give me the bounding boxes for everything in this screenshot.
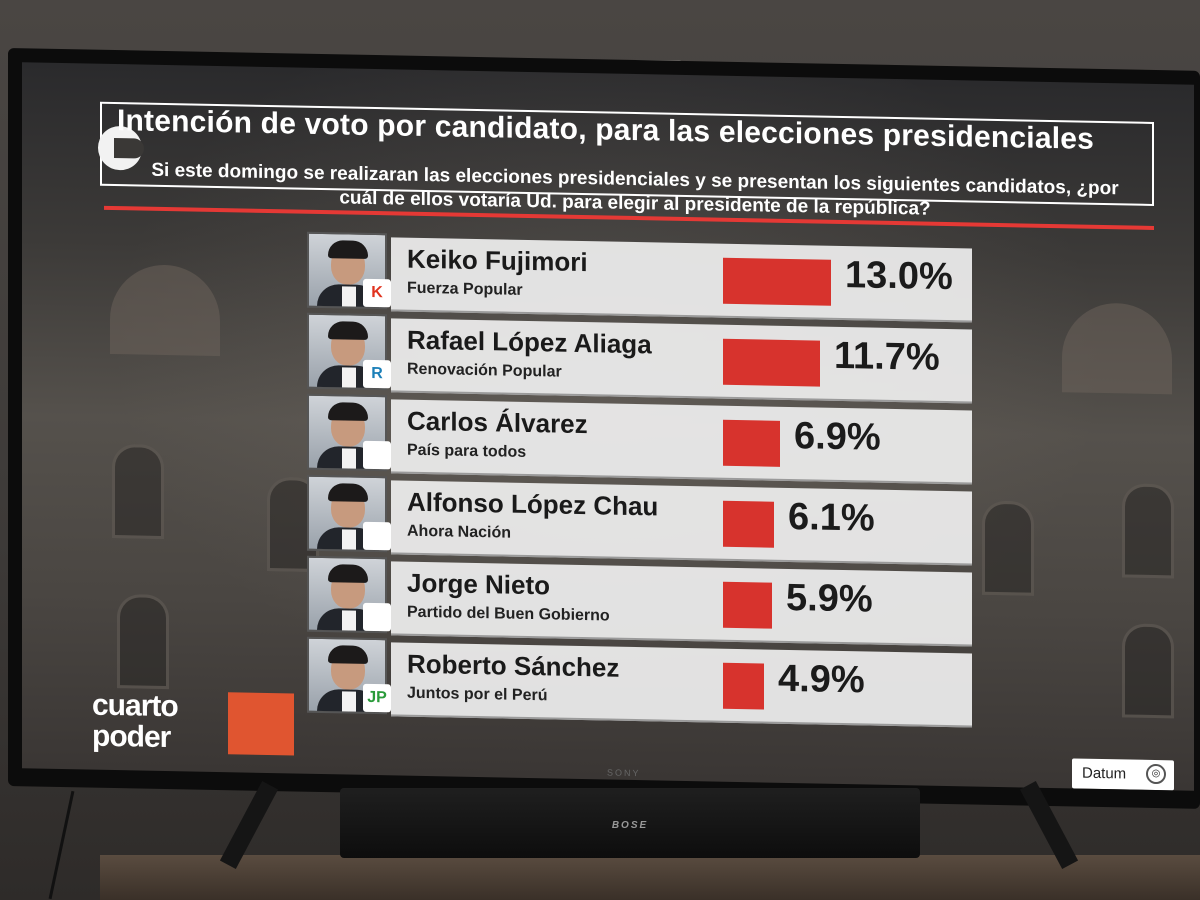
party-name: Partido del Buen Gobierno: [407, 603, 610, 625]
candidate-card: Jorge Nieto Partido del Buen Gobierno 5.9%: [391, 561, 972, 647]
logo-line-1: cuarto: [92, 688, 178, 724]
candidate-row: K Keiko Fujimori Fuerza Popular 13.0%: [307, 231, 972, 323]
vote-percentage: 6.1%: [788, 495, 875, 540]
vote-bar: [723, 419, 780, 467]
vote-percentage: 11.7%: [834, 334, 940, 379]
candidate-list: K Keiko Fujimori Fuerza Popular 13.0% R Rafae…: [307, 231, 972, 728]
party-logo-icon: [363, 521, 391, 551]
candidate-row: Carlos Álvarez País para todos 6.9%: [307, 393, 972, 485]
tv-stand-shelf: [100, 855, 1200, 900]
datum-logo: Datum ◎: [1072, 758, 1174, 791]
vote-percentage: 5.9%: [786, 576, 873, 621]
party-name: Fuerza Popular: [407, 279, 523, 299]
candidate-row: Jorge Nieto Partido del Buen Gobierno 5.9%: [307, 555, 972, 647]
candidate-card: Carlos Álvarez País para todos 6.9%: [391, 399, 972, 485]
candidate-card: Alfonso López Chau Ahora Nación 6.1%: [391, 480, 972, 566]
candidate-name: Jorge Nieto: [407, 567, 551, 601]
candidate-name: Alfonso López Chau: [407, 486, 659, 522]
soundbar: BOSE: [340, 788, 920, 858]
candidate-name: Carlos Álvarez: [407, 405, 588, 440]
vote-bar: [723, 338, 820, 387]
soundbar-brand: BOSE: [611, 820, 649, 831]
candidate-card: Roberto Sánchez Juntos por el Perú 4.9%: [391, 642, 972, 728]
cuarto-poder-logo: cuarto poder: [92, 688, 178, 755]
tv-screen: Intención de voto por candidato, para la…: [22, 62, 1194, 791]
vote-percentage: 4.9%: [778, 657, 865, 702]
candidate-row: Alfonso López Chau Ahora Nación 6.1%: [307, 474, 972, 566]
candidate-name: Rafael López Aliaga: [407, 324, 652, 360]
tv-brand: SONY: [607, 767, 641, 779]
party-logo-icon: [363, 440, 391, 470]
party-logo-icon: R: [363, 359, 391, 389]
party-name: Ahora Nación: [407, 522, 512, 542]
logo-line-2: poder: [92, 719, 171, 755]
candidate-row: R Rafael López Aliaga Renovación Popular 11…: [307, 312, 972, 404]
vote-bar: [723, 662, 764, 710]
candidate-name: Roberto Sánchez: [407, 648, 620, 683]
vote-percentage: 6.9%: [794, 415, 881, 459]
party-name: Renovación Popular: [407, 360, 562, 381]
television: Intención de voto por candidato, para la…: [8, 48, 1200, 809]
candidate-row: JP Roberto Sánchez Juntos por el Perú 4.9%: [307, 636, 972, 728]
brand-square-icon: [228, 692, 294, 756]
candidate-card: Rafael López Aliaga Renovación Popular 11.…: [391, 318, 972, 404]
party-logo-icon: [363, 602, 391, 632]
globe-icon: ◎: [1146, 763, 1166, 785]
vote-bar: [723, 500, 774, 548]
party-name: Juntos por el Perú: [407, 684, 548, 705]
vote-bar: [723, 581, 772, 629]
vote-bar: [723, 257, 831, 306]
party-name: País para todos: [407, 441, 527, 461]
candidate-name: Keiko Fujimori: [407, 243, 588, 278]
vote-percentage: 13.0%: [845, 254, 953, 299]
party-logo-icon: JP: [363, 683, 391, 713]
pollster-name: Datum: [1082, 764, 1127, 783]
candidate-card: Keiko Fujimori Fuerza Popular 13.0%: [391, 237, 972, 323]
party-logo-icon: K: [363, 278, 391, 308]
